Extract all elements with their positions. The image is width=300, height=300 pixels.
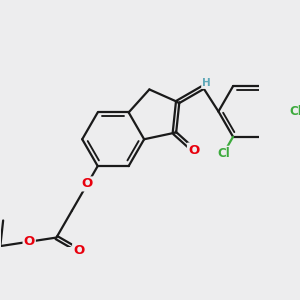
Text: O: O (188, 144, 199, 157)
Text: Cl: Cl (217, 147, 230, 160)
Text: O: O (82, 177, 93, 190)
Text: O: O (24, 235, 35, 248)
Text: Cl: Cl (290, 105, 300, 118)
Text: H: H (202, 78, 211, 88)
Text: O: O (73, 244, 84, 257)
